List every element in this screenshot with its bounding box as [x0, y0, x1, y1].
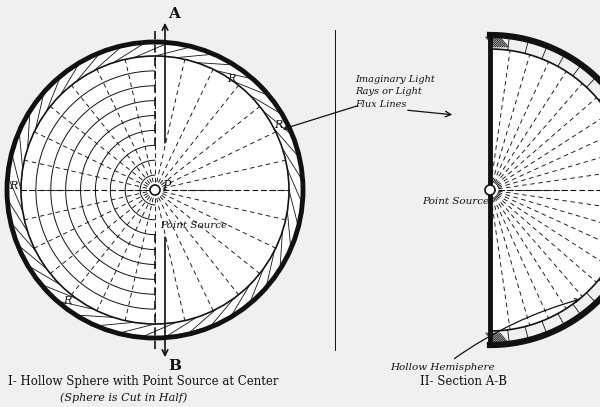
Text: R: R [62, 295, 71, 306]
Text: A: A [168, 7, 180, 21]
Text: Point Source: Point Source [422, 197, 489, 206]
Circle shape [21, 56, 289, 324]
Text: R: R [9, 181, 17, 191]
Text: R: R [274, 120, 283, 130]
Text: II- Section A-B: II- Section A-B [420, 375, 507, 388]
Text: B: B [168, 359, 181, 373]
Circle shape [485, 185, 495, 195]
Text: I- Hollow Sphere with Point Source at Center: I- Hollow Sphere with Point Source at Ce… [8, 375, 278, 388]
Circle shape [150, 185, 160, 195]
Text: (Sphere is Cut in Half): (Sphere is Cut in Half) [60, 392, 187, 403]
Circle shape [7, 42, 303, 338]
Text: R: R [227, 74, 235, 84]
Polygon shape [490, 49, 600, 331]
Text: P: P [162, 180, 170, 193]
Text: Hollow Hemisphere: Hollow Hemisphere [390, 299, 579, 372]
Text: Imaginary Light
Rays or Light
Flux Lines: Imaginary Light Rays or Light Flux Lines [355, 75, 435, 109]
Text: Point Source: Point Source [160, 221, 227, 230]
